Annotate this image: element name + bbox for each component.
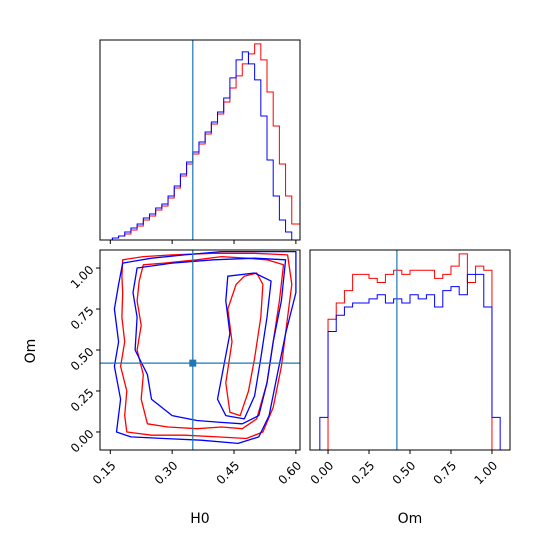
panel-frame [309,249,511,451]
y-axis-tick-label: 1.00 [68,263,97,292]
plot-area [100,250,300,450]
histogram-series-blue [310,273,510,450]
y-axis-tick-label: 0.25 [68,386,97,415]
contour-panel-h0-om: 0.15 0.30 0.45 0.60 0.00 0.25 0.50 0.75 1.00 [68,249,304,487]
plot-area [310,250,510,450]
histogram-series-blue [100,51,300,240]
contour-line-red [225,272,264,417]
histogram-series-red [310,253,510,450]
x-axis-tick-label: 0.60 [275,458,304,487]
y-axis-tick-label: 0.00 [68,427,97,456]
x-axis-tick-label: 0.15 [90,458,119,487]
x-axis-tick-label: 0.30 [152,458,181,487]
contour-line-red [136,255,285,430]
contour-line-blue [216,272,272,420]
truth-marker [189,359,197,367]
contour-line-blue [113,250,297,445]
y-axis-label-om: Om [23,339,39,364]
x-axis-tick-label: 0.25 [349,458,378,487]
x-axis-label-om: Om [398,511,423,527]
y-axis-tick-label: 0.50 [68,345,97,374]
x-axis-tick-label: 0.75 [431,458,460,487]
x-axis-label-h0: H0 [190,511,209,527]
x-axis-tick-label: 0.45 [214,458,243,487]
plot-area [100,40,300,240]
x-axis-tick-label: 0.00 [308,458,337,487]
panel-frame [99,39,301,241]
x-axis-tick-label: 0.50 [390,458,419,487]
x-axis-tick-label: 1.00 [472,458,501,487]
histogram-panel-h0 [99,39,301,244]
histogram-panel-om: 0.00 0.25 0.50 0.75 1.00 [308,249,511,487]
contour-line-red [119,252,293,440]
panel-frame [99,249,301,451]
y-axis-tick-label: 0.75 [68,304,97,333]
contour-line-blue [132,257,287,425]
